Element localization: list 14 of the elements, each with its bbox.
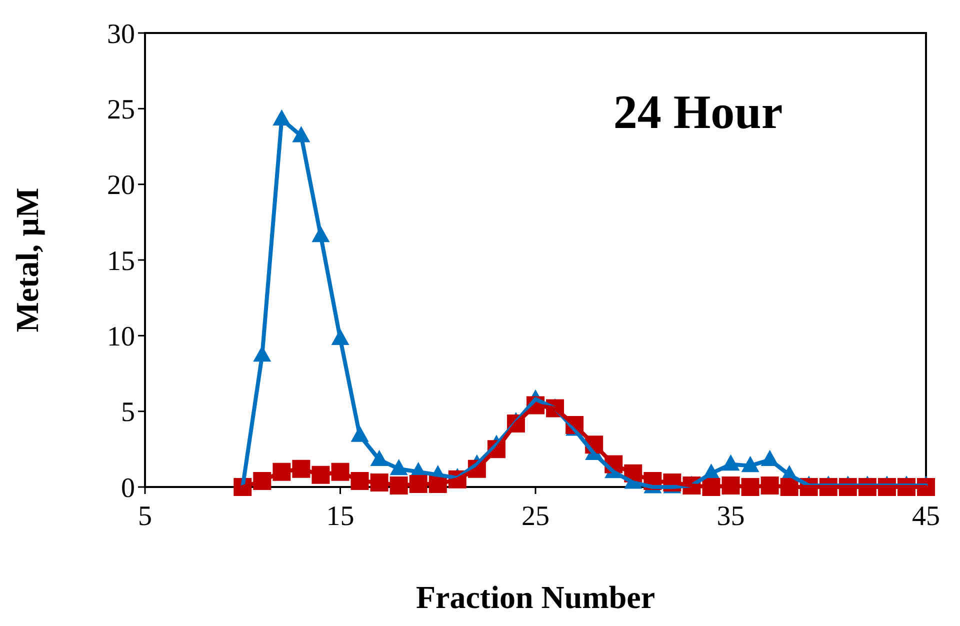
y-tick-label: 25 bbox=[107, 94, 135, 126]
y-tick-label: 20 bbox=[107, 170, 135, 202]
x-axis-title: Fraction Number bbox=[416, 579, 656, 615]
x-tick-label: 45 bbox=[912, 501, 940, 532]
y-axis-title: Metal, µM bbox=[9, 188, 45, 332]
x-tick-label: 25 bbox=[522, 501, 550, 532]
y-tick-label: 15 bbox=[107, 246, 135, 277]
x-tick-label: 15 bbox=[326, 501, 354, 532]
y-tick-label: 5 bbox=[121, 397, 135, 428]
y-tick-label: 10 bbox=[107, 321, 135, 352]
annotation: 24 Hour bbox=[613, 86, 783, 139]
x-tick-label: 35 bbox=[716, 501, 745, 532]
y-tick-label: 30 bbox=[107, 18, 135, 50]
y-tick-label: 0 bbox=[121, 472, 135, 504]
